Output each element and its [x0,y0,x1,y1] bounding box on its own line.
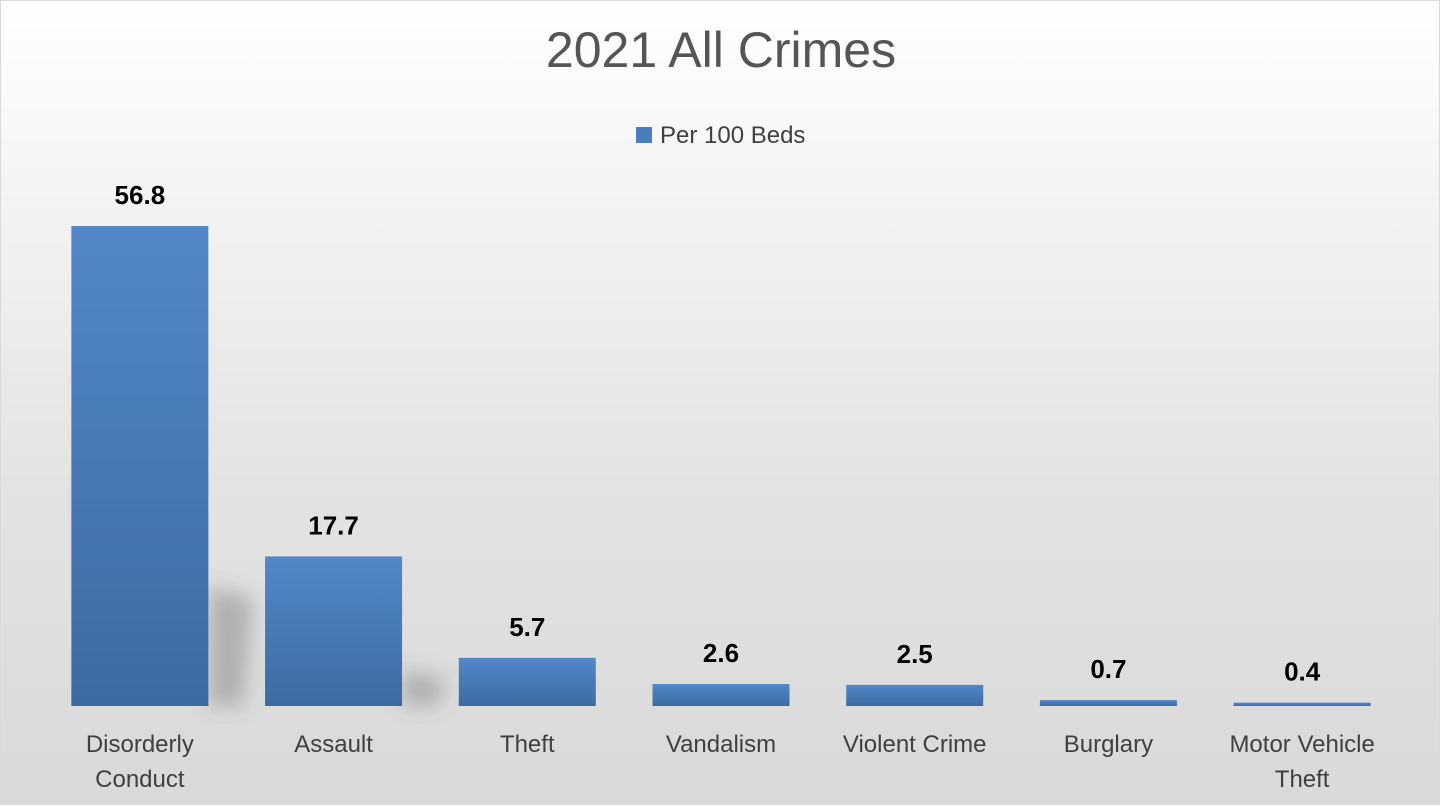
data-label: 5.7 [509,612,545,642]
legend: Per 100 Beds [636,122,805,149]
data-label: 56.8 [115,180,166,210]
chart-title: 2021 All Crimes [546,22,896,78]
data-label: 0.4 [1284,657,1321,687]
legend-label: Per 100 Beds [660,122,805,149]
data-labels: 56.8 17.7 5.7 2.6 2.5 0.7 0.4 [115,180,1321,687]
bar-violent-crime [846,684,984,706]
category-label: Disorderly Conduct [86,731,194,793]
bar-vandalism [652,684,790,706]
bar-disorderly-conduct [71,226,209,707]
data-label: 17.7 [308,510,359,540]
bar-burglary [1039,700,1177,706]
data-label: 2.6 [703,638,739,668]
legend-swatch [636,127,652,143]
bar-assault [265,556,403,706]
bar-shadow [402,668,448,706]
data-label: 0.7 [1090,654,1126,684]
bar-shadows [208,586,448,706]
category-label: Violent Crime [843,731,987,758]
category-label: Theft [500,731,555,758]
bars [71,226,1371,707]
bar-shadow [208,586,254,706]
category-label: Vandalism [666,731,776,758]
bar-theft [458,657,596,706]
category-label: Assault [294,731,373,758]
category-labels: Disorderly Conduct Assault Theft Vandalism Vi… [86,731,1375,793]
category-label: Burglary [1064,731,1153,758]
bar-motor-vehicle-theft [1233,702,1371,706]
category-label: Motor Vehicle Theft [1229,731,1374,793]
data-label: 2.5 [897,639,933,669]
